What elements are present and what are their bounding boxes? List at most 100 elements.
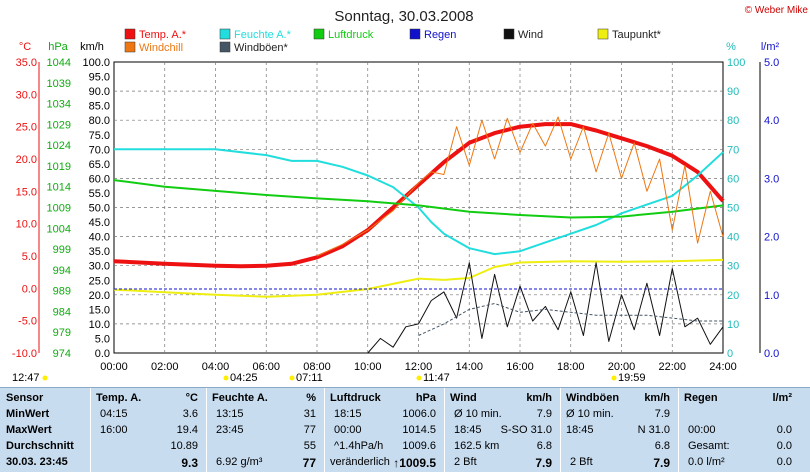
humidity-tick-label: 50 [727, 203, 739, 215]
wind-tick-label: 10.0 [89, 319, 110, 331]
pressure-header: Luftdruck [330, 392, 381, 404]
pressure-tick-label: 1044 [47, 57, 71, 69]
pressure-min-value: 1006.0 [402, 408, 436, 420]
pressure-tick-label: 984 [53, 306, 71, 318]
wind-tick-label: 35.0 [89, 246, 110, 258]
pressure-unit-label: hPa [48, 41, 68, 53]
rain-tick-label: 0.0 [764, 348, 779, 360]
temp-tick-label: 5.0 [22, 251, 37, 263]
wind-beaufort: 2 Bft [454, 456, 477, 468]
pressure-current-value: ↑1009.5 [393, 456, 436, 470]
sun-event-label: 04:25 [230, 372, 258, 384]
humidity-max-time: 23:45 [216, 424, 244, 436]
wind-tick-label: 90.0 [89, 86, 110, 98]
rain-tick-label: 5.0 [764, 57, 779, 69]
row-label-current: 30.03. 23:45 [6, 456, 68, 468]
sensor-column: Sensor MinWert MaxWert Durchschnitt 30.0… [6, 390, 90, 472]
sun-icon [611, 375, 617, 381]
legend-swatch [409, 28, 421, 40]
gusts-beaufort: 2 Bft [570, 456, 593, 468]
gusts-column: Windböen km/h Ø 10 min. 7.9 18:45 N 31.0 6.… [566, 390, 674, 472]
series-line-temp-a [113, 122, 725, 269]
time-tick-label: 02:00 [151, 361, 179, 373]
wind-tick-label: 5.0 [95, 333, 110, 345]
rain-max-value: 0.0 [776, 424, 792, 436]
pressure-tick-label: 1019 [47, 161, 71, 173]
sun-icon [416, 375, 422, 381]
humidity-avg-value: 55 [303, 440, 316, 452]
series-line-taupunkt [113, 258, 724, 298]
pressure-tick-label: 1024 [47, 140, 71, 152]
wind-tick-label: 25.0 [89, 275, 110, 287]
temp-min-value: 3.6 [182, 408, 198, 420]
gusts-avg-value: 6.8 [654, 440, 670, 452]
humidity-max-value: 77 [303, 424, 316, 436]
temp-tick-label: 30.0 [16, 89, 37, 101]
wind-column: Wind km/h Ø 10 min. 7.9 18:45 S-SO 31.0 162… [450, 390, 556, 472]
legend-swatch [313, 28, 325, 40]
humidity-tick-label: 40 [727, 232, 739, 244]
temp-tick-label: 35.0 [16, 57, 37, 69]
pressure-tick-label: 999 [53, 244, 71, 256]
rain-column: Regen l/m² 00:00 0.0 Gesamt: 0.0 0.0 l/m² 0.… [684, 390, 806, 472]
pressure-avg-value: 1009.6 [402, 440, 436, 452]
series-line-windb-en [418, 303, 723, 336]
stats-table: Sensor MinWert MaxWert Durchschnitt 30.0… [0, 387, 810, 472]
pressure-tick-label: 1004 [47, 223, 71, 235]
pressure-tick-label: 979 [53, 327, 71, 339]
legend-swatch [219, 41, 231, 53]
temp-max-value: 19.4 [176, 424, 198, 436]
pressure-tick-label: 1014 [47, 182, 71, 194]
pressure-tick-label: 1029 [47, 119, 71, 131]
sun-event-label: 19:59 [618, 372, 646, 384]
wind-max-time: 18:45 [454, 424, 482, 436]
pressure-unit: hPa [415, 392, 436, 404]
legend-swatch [219, 28, 231, 40]
gusts-current-value: 7.9 [653, 456, 670, 470]
humidity-tick-label: 30 [727, 261, 739, 273]
sun-event-label: 07:11 [296, 372, 323, 384]
row-label-avg: Durchschnitt [6, 440, 74, 452]
sun-events: 12:47 04:25 07:11 11:47 19:59 [12, 372, 646, 384]
rain-max-time: 00:00 [688, 424, 716, 436]
rain-unit-label: l/m² [761, 41, 780, 53]
humidity-column: Feuchte A.% 13:15 31 23:45 77 55 6.92 g/m³… [212, 390, 320, 472]
wind-tick-label: 80.0 [89, 115, 110, 127]
temp-avg-value: 10.89 [170, 440, 198, 452]
legend-label: Regen [424, 29, 456, 41]
pressure-min-time: 18:15 [334, 408, 362, 420]
wind-avg10-value: 7.9 [536, 408, 552, 420]
time-tick-label: 10:00 [354, 361, 382, 373]
gusts-max-time: 18:45 [566, 424, 594, 436]
humidity-tick-label: 60 [727, 173, 739, 185]
rain-tick-label: 4.0 [764, 115, 779, 127]
time-tick-label: 16:00 [506, 361, 534, 373]
legend-label: Windchill [139, 42, 183, 54]
rain-tick-label: 1.0 [764, 290, 779, 302]
temp-tick-label: 20.0 [16, 154, 37, 166]
axis-unit-labels: °C hPa km/h % l/m² [19, 41, 780, 53]
series-line-wind [367, 262, 724, 354]
temp-tick-label: 15.0 [16, 186, 37, 198]
time-tick-label: 12:00 [405, 361, 433, 373]
pressure-trend: ^1.4hPa/h [334, 440, 384, 452]
sun-icon [223, 375, 229, 381]
time-tick-label: 08:00 [303, 361, 331, 373]
temp-tick-label: -10.0 [12, 348, 37, 360]
sensor-header: Sensor [6, 392, 44, 404]
wind-max-value: S-SO 31.0 [500, 424, 552, 436]
sun-icon [289, 375, 295, 381]
rain-total-label: Gesamt: [688, 440, 730, 452]
temp-tick-label: 10.0 [16, 219, 37, 231]
time-tick-label: 24:00 [709, 361, 737, 373]
series-line-luftdruck [113, 179, 724, 219]
humidity-unit: % [306, 392, 316, 404]
series-line-windchill [316, 116, 724, 257]
temp-tick-label: -5.0 [18, 316, 37, 328]
sun-event-label: 11:47 [423, 372, 450, 384]
legend-label: Windböen* [234, 42, 289, 54]
humidity-tick-label: 100 [727, 57, 745, 69]
time-tick-label: 00:00 [100, 361, 128, 373]
pressure-tick-label: 1039 [47, 78, 71, 90]
wind-tick-label: 40.0 [89, 232, 110, 244]
